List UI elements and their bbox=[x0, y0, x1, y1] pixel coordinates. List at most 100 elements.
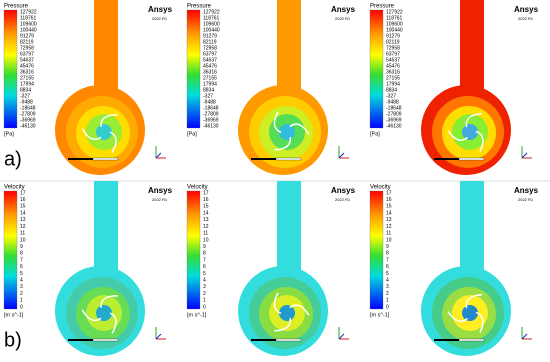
legend-value: 14 bbox=[203, 210, 209, 216]
colorbar bbox=[186, 190, 201, 310]
outlet-pipe bbox=[94, 0, 118, 100]
legend-value: 5 bbox=[203, 271, 206, 277]
impeller-blade bbox=[289, 123, 310, 135]
legend-value: 14 bbox=[20, 210, 26, 216]
legend-value: 45476 bbox=[386, 63, 400, 69]
scale-bar bbox=[275, 157, 302, 161]
legend-value: 4 bbox=[386, 278, 389, 284]
legend-value: 8834 bbox=[203, 87, 214, 93]
impeller-eye bbox=[279, 124, 295, 140]
brand-version: 2022 R1 bbox=[518, 16, 534, 21]
legend-title: Pressure bbox=[370, 4, 395, 10]
brand-name: Ansys bbox=[514, 186, 539, 195]
outlet-pipe bbox=[460, 181, 484, 281]
triad-axis bbox=[155, 333, 162, 340]
legend-value: 127922 bbox=[386, 9, 403, 15]
legend-value: -27809 bbox=[203, 111, 219, 117]
legend-value: 9 bbox=[386, 244, 389, 250]
legend-value: 109600 bbox=[386, 21, 403, 27]
impeller-blade bbox=[109, 131, 117, 153]
legend-value: 2 bbox=[203, 291, 206, 297]
legend-title: Velocity bbox=[370, 185, 391, 191]
brand-name: Ansys bbox=[148, 186, 173, 195]
legend-unit: [Pa] bbox=[187, 131, 197, 137]
legend-value: 2 bbox=[20, 291, 23, 297]
impeller-eye bbox=[462, 124, 478, 140]
triad-axis bbox=[338, 333, 345, 340]
impeller-blade bbox=[100, 114, 118, 127]
colorbar bbox=[3, 9, 18, 129]
scale-bar bbox=[458, 338, 485, 342]
triad-axis bbox=[155, 152, 162, 159]
legend-value: 72958 bbox=[203, 45, 217, 51]
impeller-blade bbox=[273, 111, 282, 133]
legend-value: -46130 bbox=[386, 123, 402, 129]
triad-axis bbox=[521, 333, 528, 340]
legend-value: 13 bbox=[20, 217, 26, 223]
legend-value: 17994 bbox=[386, 81, 400, 87]
legend-value: 17 bbox=[386, 190, 392, 196]
legend-value: 100440 bbox=[203, 27, 220, 33]
legend-value: 5 bbox=[386, 271, 389, 277]
legend-value: 36316 bbox=[20, 69, 34, 75]
legend-value: -18648 bbox=[386, 105, 402, 111]
brand-version: 2022 R1 bbox=[518, 197, 534, 202]
legend-value: -36969 bbox=[20, 117, 36, 123]
scale-bar bbox=[92, 338, 119, 342]
legend-value: 15 bbox=[386, 204, 392, 210]
legend-value: 1 bbox=[203, 298, 206, 304]
impeller-eye bbox=[462, 305, 478, 321]
impeller-blade bbox=[274, 136, 292, 151]
legend-value: 63797 bbox=[203, 51, 217, 57]
legend-unit: [m s^-1] bbox=[187, 312, 207, 318]
legend-unit: [m s^-1] bbox=[370, 312, 390, 318]
legend-value: -327 bbox=[386, 93, 396, 99]
panel-label: a) bbox=[4, 148, 22, 170]
legend-value: 82119 bbox=[203, 39, 217, 45]
legend-value: 8 bbox=[386, 251, 389, 257]
legend-value: 36316 bbox=[203, 69, 217, 75]
outlet-pipe bbox=[460, 0, 484, 100]
legend-value: 6 bbox=[20, 264, 23, 270]
legend-title: Pressure bbox=[4, 4, 29, 10]
legend-value: -36969 bbox=[386, 117, 402, 123]
legend-value: 0 bbox=[20, 304, 23, 310]
legend-value: 13 bbox=[386, 217, 392, 223]
colorbar bbox=[369, 9, 384, 129]
legend-value: 15 bbox=[203, 204, 209, 210]
impeller-eye bbox=[279, 305, 295, 321]
legend-value: -18648 bbox=[203, 105, 219, 111]
impeller-blade bbox=[274, 317, 292, 332]
legend-value: 17 bbox=[203, 190, 209, 196]
impeller-blade bbox=[289, 304, 310, 316]
impeller-blade bbox=[81, 128, 102, 141]
legend-value: 45476 bbox=[20, 63, 34, 69]
legend-value: 82119 bbox=[20, 39, 34, 45]
legend-value: 118761 bbox=[203, 15, 220, 21]
legend-value: 1 bbox=[20, 298, 23, 304]
legend-value: 8 bbox=[20, 251, 23, 257]
impeller-blade bbox=[465, 112, 483, 128]
legend-value: 2 bbox=[386, 291, 389, 297]
legend-value: 54637 bbox=[203, 57, 217, 63]
legend-value: 7 bbox=[386, 257, 389, 263]
outlet-pipe bbox=[277, 181, 301, 281]
legend-value: 7 bbox=[20, 257, 23, 263]
legend-value: 3 bbox=[386, 284, 389, 290]
triad-axis bbox=[521, 152, 528, 159]
legend-value: 63797 bbox=[386, 51, 400, 57]
impeller-blade bbox=[447, 311, 468, 322]
legend-value: 100440 bbox=[20, 27, 37, 33]
legend-unit: [Pa] bbox=[370, 131, 380, 137]
legend-value: 36316 bbox=[386, 69, 400, 75]
legend-value: 8834 bbox=[386, 87, 397, 93]
legend-value: 91279 bbox=[203, 33, 217, 39]
impeller-blade bbox=[475, 130, 484, 152]
legend-value: 3 bbox=[20, 284, 23, 290]
brand-name: Ansys bbox=[331, 5, 356, 14]
legend-value: -9488 bbox=[203, 99, 216, 105]
legend-unit: [Pa] bbox=[4, 131, 14, 137]
legend-value: 82119 bbox=[386, 39, 400, 45]
